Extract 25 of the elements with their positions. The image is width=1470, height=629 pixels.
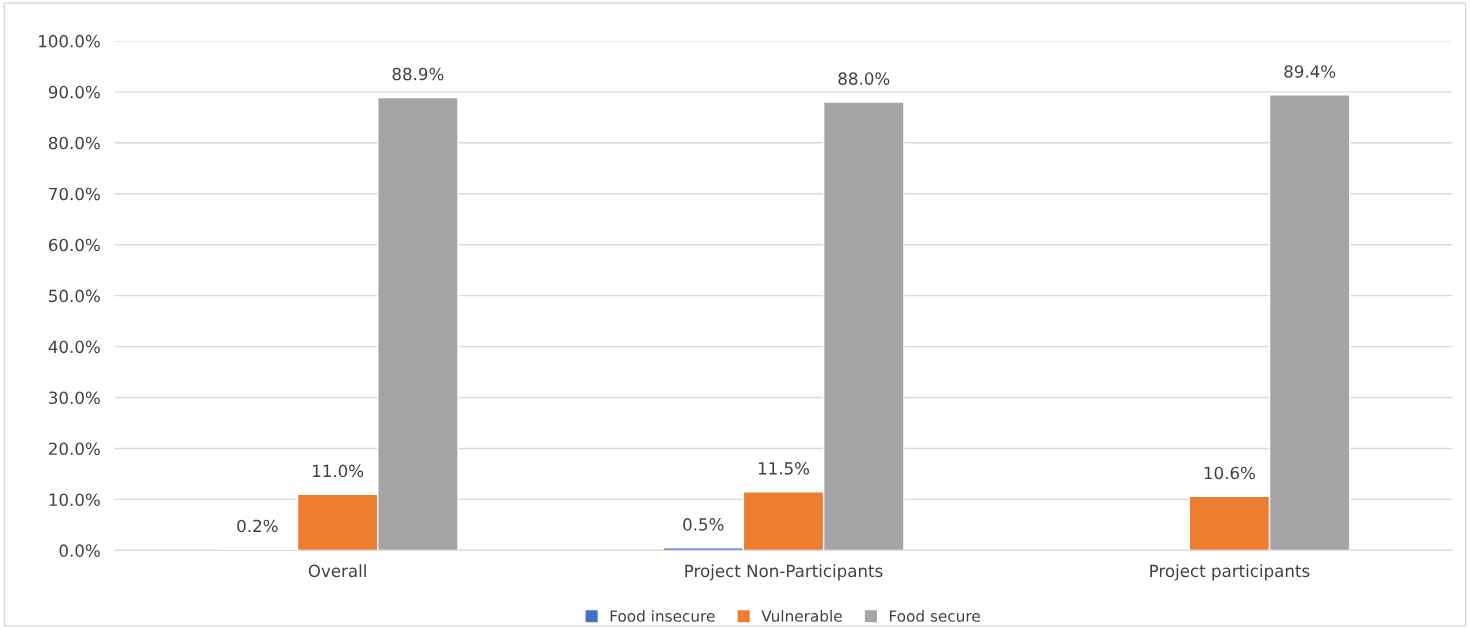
legend-label: Vulnerable [761, 609, 842, 622]
x-tick-label: Project Non-Participants [685, 564, 883, 581]
data-label: 88.9% [392, 67, 444, 81]
data-label: 11.5% [758, 462, 810, 475]
x-tick-label: Project participants [1150, 564, 1310, 581]
data-label: 0.2% [237, 519, 278, 533]
legend-label: Food secure [889, 609, 980, 622]
data-label: 10.6% [1204, 466, 1255, 480]
y-tick-label: 20.0% [49, 442, 100, 456]
y-tick-label: 90.0% [48, 85, 100, 99]
data-label: 89.4% [1284, 65, 1336, 78]
y-tick-label: 100.0% [39, 34, 100, 48]
data-label: 11.0% [312, 464, 364, 478]
y-tick-label: 0.0% [59, 544, 100, 557]
y-tick-label: 30.0% [49, 391, 100, 405]
y-tick-label: 80.0% [48, 136, 100, 150]
x-tick-label: Overall [308, 564, 366, 578]
y-tick-label: 40.0% [48, 340, 100, 354]
y-tick-label: 50.0% [49, 289, 100, 303]
data-label: 0.5% [683, 518, 724, 531]
data-label: 88.0% [838, 72, 890, 85]
y-tick-label: 10.0% [49, 493, 100, 506]
y-tick-label: 60.0% [48, 238, 100, 252]
legend-label: Food insecure [610, 609, 715, 622]
y-tick-label: 70.0% [49, 187, 100, 201]
